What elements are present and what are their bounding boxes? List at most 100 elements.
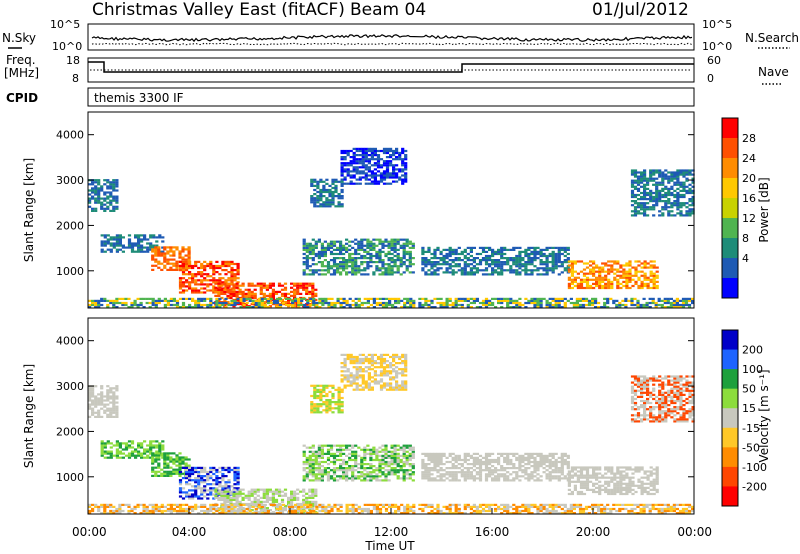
heatmap-cell bbox=[103, 242, 107, 245]
heatmap-cell bbox=[518, 271, 522, 274]
heatmap-cell bbox=[634, 274, 638, 277]
heatmap-cell bbox=[469, 297, 473, 300]
heatmap-cell bbox=[494, 252, 498, 256]
heatmap-cell bbox=[404, 156, 408, 159]
heatmap-cell bbox=[188, 297, 192, 300]
heatmap-cell bbox=[560, 265, 564, 268]
heatmap-cell bbox=[343, 170, 347, 173]
heatmap-cell bbox=[339, 271, 343, 274]
heatmap-cell bbox=[143, 246, 147, 249]
heatmap-cell bbox=[348, 456, 352, 459]
heatmap-cell bbox=[366, 265, 370, 268]
heatmap-cell bbox=[624, 303, 628, 307]
heatmap-cell bbox=[352, 154, 356, 157]
heatmap-cell bbox=[649, 280, 653, 283]
heatmap-cell bbox=[389, 154, 393, 157]
heatmap-cell bbox=[387, 244, 391, 247]
heatmap-cell bbox=[127, 446, 132, 449]
heatmap-cell bbox=[217, 492, 221, 495]
heatmap-cell bbox=[316, 205, 320, 208]
heatmap-cell bbox=[299, 292, 303, 295]
heatmap-cell bbox=[326, 458, 331, 462]
heatmap-cell bbox=[373, 374, 377, 377]
heatmap-cell bbox=[376, 164, 381, 167]
heatmap-cell bbox=[399, 273, 403, 276]
heatmap-cell bbox=[320, 456, 324, 459]
heatmap-cell bbox=[112, 303, 116, 307]
heatmap-cell bbox=[661, 208, 665, 211]
heatmap-cell bbox=[305, 257, 309, 260]
heatmap-cell bbox=[389, 376, 393, 379]
heatmap-cell bbox=[382, 384, 387, 387]
heatmap-cell bbox=[378, 267, 382, 270]
heatmap-cell bbox=[115, 389, 119, 392]
heatmap-cell bbox=[133, 301, 137, 305]
heatmap-cell bbox=[194, 283, 198, 286]
heatmap-cell bbox=[188, 262, 192, 266]
heatmap-cell bbox=[227, 277, 231, 280]
heatmap-cell bbox=[308, 257, 312, 260]
heatmap-cell bbox=[194, 306, 198, 309]
heatmap-cell bbox=[311, 467, 315, 470]
heatmap-cell bbox=[658, 195, 662, 199]
heatmap-cell bbox=[115, 250, 119, 253]
heatmap-cell bbox=[500, 250, 504, 253]
heatmap-cell bbox=[387, 469, 391, 472]
heatmap-cell bbox=[658, 183, 662, 186]
heatmap-cell bbox=[484, 254, 489, 258]
heatmap-cell bbox=[203, 470, 207, 474]
heatmap-cell bbox=[178, 269, 183, 272]
heatmap-cell bbox=[100, 303, 104, 307]
heatmap-cell bbox=[601, 266, 605, 269]
heatmap-cell bbox=[354, 465, 358, 468]
heatmap-cell bbox=[633, 175, 638, 178]
heatmap-cell bbox=[200, 487, 204, 490]
heatmap-cell bbox=[345, 248, 349, 251]
heatmap-cell bbox=[235, 498, 239, 501]
heatmap-cell bbox=[103, 403, 107, 406]
heatmap-cell bbox=[241, 498, 245, 501]
heatmap-cell bbox=[379, 378, 384, 381]
heatmap-cell bbox=[393, 456, 397, 459]
heatmap-cell bbox=[206, 283, 210, 286]
heatmap-cell bbox=[664, 195, 668, 199]
heatmap-cell bbox=[238, 290, 242, 293]
heatmap-cell bbox=[382, 374, 387, 377]
heatmap-cell bbox=[691, 198, 695, 201]
heatmap-cell bbox=[197, 273, 201, 276]
heatmap-cell bbox=[524, 252, 528, 256]
heatmap-cell bbox=[503, 248, 507, 251]
heatmap-cell bbox=[382, 170, 387, 173]
heatmap-cell bbox=[233, 262, 237, 266]
heatmap-cell bbox=[103, 444, 107, 447]
heatmap-cell bbox=[323, 252, 327, 256]
heatmap-cell bbox=[325, 384, 329, 387]
heatmap-cell bbox=[370, 360, 374, 363]
heatmap-cell bbox=[363, 452, 367, 455]
heatmap-cell bbox=[401, 170, 405, 173]
heatmap-cell bbox=[358, 357, 362, 361]
heatmap-cell bbox=[88, 399, 92, 402]
heatmap-cell bbox=[229, 282, 233, 285]
heatmap-cell bbox=[203, 468, 207, 472]
heatmap-cell bbox=[154, 250, 158, 253]
freq-panel-frame bbox=[87, 57, 695, 83]
heatmap-cell bbox=[524, 265, 528, 268]
heatmap-cell bbox=[545, 299, 549, 302]
heatmap-cell bbox=[509, 257, 513, 260]
heatmap-cell bbox=[395, 164, 399, 167]
heatmap-cell bbox=[691, 299, 695, 302]
heatmap-cell bbox=[242, 299, 246, 302]
heatmap-cell bbox=[530, 297, 534, 300]
heatmap-cell bbox=[355, 154, 359, 157]
heatmap-cell bbox=[118, 244, 122, 247]
heatmap-cell bbox=[91, 299, 95, 302]
heatmap-cell bbox=[460, 306, 464, 309]
heatmap-cell bbox=[149, 440, 153, 443]
heatmap-cell bbox=[330, 303, 334, 307]
heatmap-cell bbox=[358, 149, 362, 153]
heatmap-cell bbox=[339, 469, 343, 472]
heatmap-cell bbox=[163, 248, 167, 251]
heatmap-cell bbox=[326, 261, 331, 264]
heatmap-cell bbox=[358, 170, 362, 173]
